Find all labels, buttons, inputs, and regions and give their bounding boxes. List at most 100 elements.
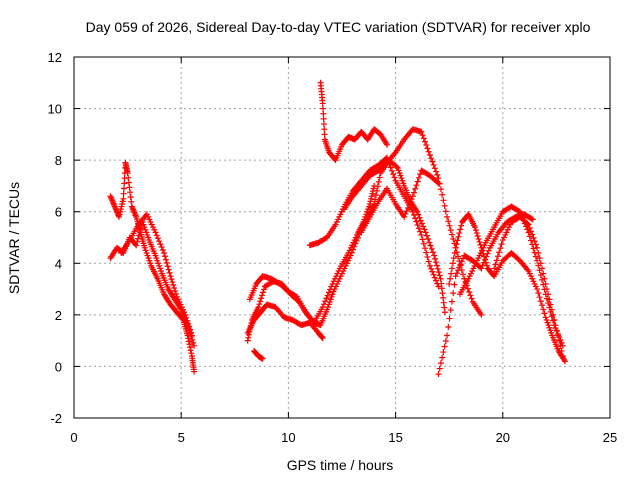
- data-point: [319, 335, 326, 342]
- data-point: [434, 179, 441, 186]
- data-point: [550, 311, 557, 318]
- x-tick-label: 20: [496, 430, 510, 445]
- data-point: [432, 255, 439, 262]
- y-tick-label: 12: [48, 50, 62, 65]
- data-point: [407, 199, 414, 206]
- data-point: [410, 212, 417, 219]
- data-point: [190, 339, 197, 346]
- data-point: [482, 259, 489, 266]
- data-point: [534, 286, 541, 293]
- data-point: [455, 253, 462, 260]
- data-point: [448, 231, 455, 238]
- data-point: [472, 227, 479, 234]
- data-point: [436, 365, 443, 372]
- data-point: [441, 309, 448, 316]
- data-point: [545, 291, 552, 298]
- data-point: [547, 301, 554, 308]
- data-point: [126, 184, 133, 191]
- data-point: [556, 337, 563, 344]
- data-point: [474, 233, 481, 240]
- data-point: [384, 141, 391, 148]
- data-point: [423, 249, 430, 256]
- data-point: [497, 245, 504, 252]
- plot-frame: [73, 56, 611, 419]
- data-point: [256, 301, 263, 308]
- data-point: [445, 218, 452, 225]
- y-tick-label: 8: [55, 153, 62, 168]
- y-tick-label: 6: [55, 205, 62, 220]
- data-point: [422, 138, 429, 145]
- data-point: [439, 290, 446, 297]
- data-point: [536, 255, 543, 262]
- data-point: [120, 190, 127, 197]
- data-point: [401, 213, 408, 220]
- series-trace-11: [358, 167, 442, 236]
- data-point: [153, 232, 160, 239]
- data-point: [530, 245, 537, 252]
- data-point: [446, 315, 453, 322]
- data-point: [453, 270, 460, 277]
- data-point: [554, 332, 561, 339]
- data-point: [478, 311, 485, 318]
- data-point: [183, 314, 190, 321]
- data-point: [372, 192, 379, 199]
- data-point: [447, 275, 454, 282]
- data-point: [436, 272, 443, 279]
- data-point: [448, 270, 455, 277]
- y-axis-ticks: -2 0 2 4 6 8 10 12: [48, 50, 610, 426]
- data-point: [188, 332, 195, 339]
- data-point: [552, 322, 559, 329]
- data-point: [440, 349, 447, 356]
- y-tick-label: 10: [48, 102, 62, 117]
- data-point: [447, 307, 454, 314]
- data-point: [161, 253, 168, 260]
- data-point: [450, 235, 457, 242]
- data-point: [186, 323, 193, 330]
- data-point: [172, 290, 179, 297]
- data-point: [321, 126, 328, 133]
- data-point: [449, 260, 456, 267]
- data-point: [453, 241, 460, 248]
- data-point: [187, 326, 194, 333]
- data-point: [431, 274, 438, 281]
- data-point: [413, 182, 420, 189]
- data-point: [458, 258, 465, 265]
- data-point: [447, 227, 454, 234]
- data-point: [466, 289, 473, 296]
- data-point: [446, 222, 453, 229]
- data-point: [439, 354, 446, 361]
- data-point: [186, 341, 193, 348]
- data-point: [428, 155, 435, 162]
- data-point: [420, 223, 427, 230]
- data-point: [428, 265, 435, 272]
- data-point: [413, 218, 420, 225]
- data-point: [553, 327, 560, 334]
- data-point: [452, 273, 459, 280]
- data-point: [440, 299, 447, 306]
- data-point: [550, 317, 557, 324]
- data-point: [321, 131, 328, 138]
- data-point: [498, 241, 505, 248]
- data-point: [136, 228, 143, 235]
- data-point: [319, 304, 326, 311]
- data-point: [120, 185, 127, 192]
- data-point: [415, 174, 422, 181]
- data-point: [428, 245, 435, 252]
- data-point: [467, 292, 474, 299]
- data-point: [455, 267, 462, 274]
- data-point: [425, 148, 432, 155]
- data-point: [541, 310, 548, 317]
- data-point: [161, 249, 168, 256]
- data-point: [158, 244, 165, 251]
- data-point: [440, 294, 447, 301]
- data-point: [483, 262, 490, 269]
- data-point: [475, 235, 482, 242]
- data-point: [416, 214, 423, 221]
- x-tick-label: 5: [178, 430, 185, 445]
- data-point: [419, 132, 426, 139]
- data-point: [433, 277, 440, 284]
- data-point: [159, 247, 166, 254]
- data-point: [532, 253, 539, 260]
- data-point: [450, 290, 457, 297]
